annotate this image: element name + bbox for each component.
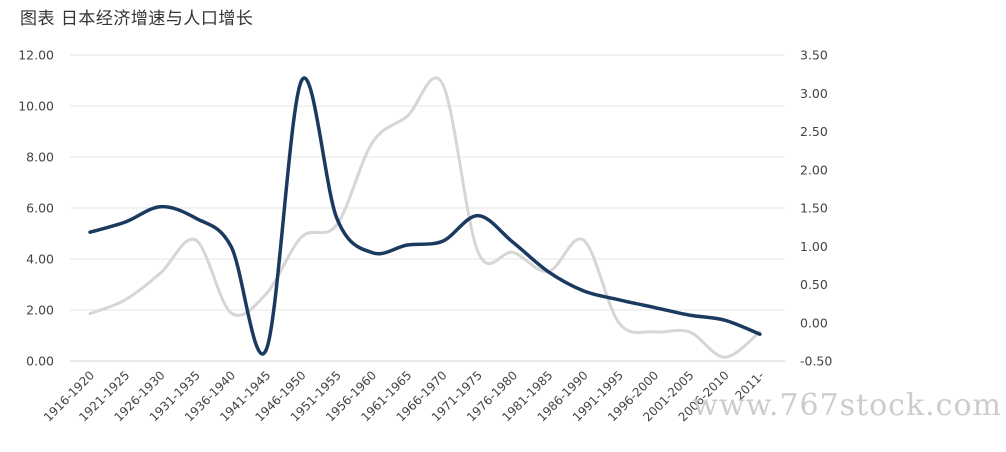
watermark: www.767stock.com xyxy=(692,388,1002,423)
right-y-tick-label: 0.00 xyxy=(800,315,828,330)
right-y-axis: -0.50 0.00 0.50 1.00 1.50 2.00 2.50 3.00 3.50 xyxy=(800,48,832,369)
right-y-tick-label: 3.00 xyxy=(800,86,828,101)
chart-title: 图表 日本经济增速与人口增长 xyxy=(20,9,254,29)
x-axis: 1916-19201921-19251926-19301931-19351936… xyxy=(41,368,767,424)
series-line-right-axis xyxy=(88,76,762,359)
left-y-tick-label: 8.00 xyxy=(26,150,54,165)
gridlines xyxy=(70,54,785,362)
right-y-tick-label: 1.50 xyxy=(800,201,828,216)
left-y-tick-label: 0.00 xyxy=(26,354,54,369)
left-y-tick-label: 12.00 xyxy=(18,48,54,63)
series-layer xyxy=(88,76,762,359)
left-y-tick-label: 10.00 xyxy=(18,99,54,114)
right-y-tick-label: 0.50 xyxy=(800,277,828,292)
left-y-tick-label: 6.00 xyxy=(26,201,54,216)
right-y-tick-label: 3.50 xyxy=(800,48,828,63)
series-line-left-axis xyxy=(88,76,762,356)
left-y-axis: 0.00 2.00 4.00 6.00 8.00 10.00 12.00 xyxy=(18,48,54,369)
left-y-tick-label: 2.00 xyxy=(26,303,54,318)
right-y-tick-label: 1.00 xyxy=(800,239,828,254)
right-y-tick-label: 2.50 xyxy=(800,124,828,139)
right-y-tick-label: -0.50 xyxy=(800,354,832,369)
right-y-tick-label: 2.00 xyxy=(800,162,828,177)
left-y-tick-label: 4.00 xyxy=(26,252,54,267)
